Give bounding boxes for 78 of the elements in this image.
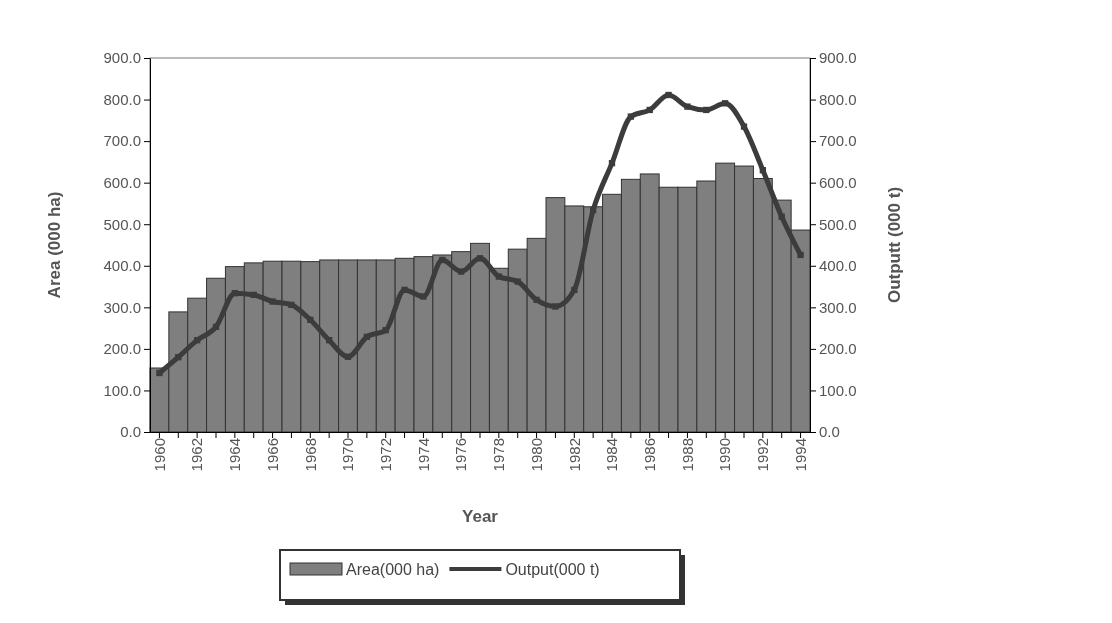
point [797, 251, 804, 259]
point [740, 123, 748, 130]
point [231, 290, 239, 297]
point [665, 91, 672, 99]
point [703, 106, 710, 114]
point [684, 103, 691, 110]
y2-tick-label: 900.0 [819, 49, 857, 67]
x-tick-label: 1980 [527, 438, 545, 472]
y-tick-label: 400.0 [103, 257, 141, 275]
y-tick-label: 900.0 [103, 49, 141, 67]
x-axis-title: Year [462, 507, 499, 526]
y2-axis-title: Outputt (000 t) [885, 186, 904, 304]
x-tick-label: 1968 [301, 438, 319, 472]
point [759, 167, 767, 174]
x-tick-label: 1984 [603, 438, 621, 472]
point [269, 298, 276, 305]
x-tick-label: 1974 [414, 438, 432, 472]
point [156, 369, 163, 377]
y2-tick-label: 700.0 [819, 132, 857, 150]
point [608, 159, 616, 167]
x-tick-label: 1970 [339, 438, 357, 472]
x-tick-label: 1988 [678, 438, 696, 472]
point [382, 327, 389, 334]
y-tick-label: 500.0 [103, 215, 141, 233]
point [646, 106, 653, 114]
point [175, 354, 182, 361]
point [250, 291, 257, 299]
x-tick-label: 1976 [452, 438, 470, 472]
y-tick-label: 800.0 [103, 90, 141, 108]
y2-tick-label: 200.0 [819, 340, 857, 358]
x-tick-label: 1994 [791, 438, 809, 472]
point [288, 301, 295, 308]
point [212, 323, 220, 331]
point [439, 256, 446, 264]
x-tick-label: 1978 [490, 438, 508, 472]
x-tick-label: 1986 [640, 438, 658, 472]
legend-label: Output(000 t) [505, 561, 600, 578]
point [495, 273, 503, 280]
point [344, 353, 352, 360]
y-axis-title: Area (000 ha) [45, 191, 64, 299]
y-tick-label: 100.0 [103, 381, 141, 399]
point [363, 333, 371, 340]
point [457, 268, 465, 275]
point [514, 278, 521, 285]
point [476, 255, 484, 262]
x-tick-label: 1962 [188, 438, 206, 472]
y-tick-label: 600.0 [103, 173, 141, 191]
y-tick-label: 0.0 [120, 423, 141, 441]
y2-tick-label: 0.0 [819, 423, 840, 441]
x-tick-label: 1992 [754, 438, 772, 472]
y-tick-label: 200.0 [103, 340, 141, 358]
x-tick-label: 1972 [376, 438, 394, 472]
point [193, 337, 201, 344]
point [533, 296, 540, 304]
point [307, 316, 314, 323]
point [401, 286, 408, 294]
point [325, 337, 333, 344]
point [627, 113, 635, 120]
x-tick-label: 1964 [226, 438, 244, 472]
y-tick-label: 700.0 [103, 132, 141, 150]
point [778, 213, 785, 220]
legend-label: Area(000 ha) [346, 561, 440, 578]
y-tick-label: 300.0 [103, 298, 141, 316]
point [571, 286, 578, 294]
y2-tick-label: 400.0 [819, 257, 857, 275]
point [552, 303, 559, 310]
y2-tick-label: 800.0 [819, 90, 857, 108]
x-tick-label: 1960 [150, 438, 168, 472]
x-tick-label: 1990 [716, 438, 734, 472]
point [589, 206, 597, 214]
y2-tick-label: 600.0 [819, 173, 857, 191]
y2-tick-label: 300.0 [819, 298, 857, 316]
y2-tick-label: 100.0 [819, 381, 857, 399]
y2-tick-label: 500.0 [819, 215, 857, 233]
x-tick-label: 1966 [263, 438, 281, 472]
point [420, 293, 427, 300]
x-tick-label: 1982 [565, 438, 583, 472]
point [721, 100, 729, 107]
